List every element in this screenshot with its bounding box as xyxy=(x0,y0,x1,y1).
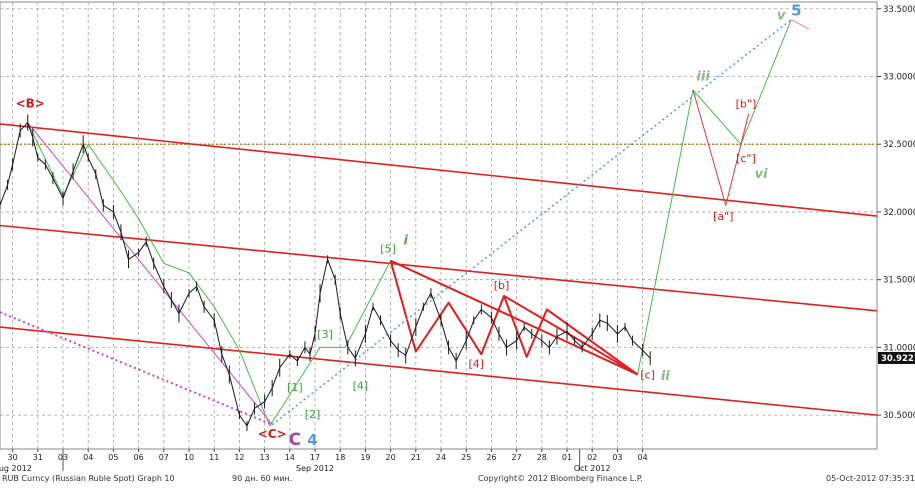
wave-path xyxy=(27,122,392,427)
x-tick-label: 07 xyxy=(159,453,169,462)
x-tick-label: 21 xyxy=(411,453,421,462)
x-tick-label: 19 xyxy=(360,453,370,462)
footer-security: RUB Curncy (Russian Ruble Spot) Graph 10 xyxy=(2,474,175,483)
last-price-box xyxy=(878,351,915,364)
wave-label: vi xyxy=(755,167,768,182)
month-label: Aug 2012 xyxy=(0,464,32,473)
wave-path xyxy=(637,19,792,375)
wave-label: i xyxy=(404,233,409,248)
channel-line xyxy=(0,224,878,312)
x-tick-label: 04 xyxy=(83,453,93,462)
x-tick-label: 24 xyxy=(436,453,446,462)
x-tick-label: 31 xyxy=(33,453,43,462)
month-label: Sep 2012 xyxy=(296,464,334,473)
wave-label: C xyxy=(289,430,301,450)
x-tick-label: 28 xyxy=(537,453,547,462)
price-layer xyxy=(0,114,651,431)
x-tick-label: 10 xyxy=(184,453,194,462)
x-tick-label: 14 xyxy=(285,453,295,462)
footer-copyright: Copyright© 2012 Bloomberg Finance L.P. xyxy=(478,474,643,483)
x-tick-label: 13 xyxy=(260,453,270,462)
wave-label: [c"] xyxy=(736,152,756,165)
x-tick-label: 25 xyxy=(461,453,471,462)
wave-label: [4] xyxy=(353,379,369,392)
y-tick-label: 30.5000 xyxy=(883,411,915,421)
wave-label: [a"] xyxy=(713,210,733,223)
month-label: Oct 2012 xyxy=(574,464,611,473)
wave-path xyxy=(390,259,639,376)
wave-label-layer: <B><C> C 4[1][2][3][4][5]i[4][b][c] iiiii[a… xyxy=(16,2,802,450)
x-tick-label: 02 xyxy=(587,453,597,462)
x-tick-label: 20 xyxy=(386,453,396,462)
wave-path xyxy=(692,89,749,206)
x-tick-label: 18 xyxy=(335,453,345,462)
wave-label: [3] xyxy=(317,328,333,341)
wave-label: [1] xyxy=(287,381,303,394)
wave-label: [b] xyxy=(494,279,510,292)
x-tick-label: 04 xyxy=(638,453,648,462)
x-tick-label: 17 xyxy=(310,453,320,462)
x-tick-label: 12 xyxy=(234,453,244,462)
x-tick-label: 27 xyxy=(512,453,522,462)
wave-label: [4] xyxy=(469,358,485,371)
y-tick-label: 32.0000 xyxy=(883,208,915,218)
wave-label: 4 xyxy=(307,431,317,449)
wave-label: iii xyxy=(696,70,710,85)
wave-label: [2] xyxy=(305,408,321,421)
x-tick-label: 03 xyxy=(612,453,622,462)
wave-path xyxy=(0,311,273,426)
y-tick-label: 31.0000 xyxy=(883,343,915,353)
wave-layer xyxy=(0,19,810,427)
x-tick-label: 01 xyxy=(562,453,572,462)
wave-path xyxy=(27,122,273,425)
x-tick-label: 26 xyxy=(486,453,496,462)
x-tick-label: 05 xyxy=(108,453,118,462)
wave-path xyxy=(389,260,639,376)
price-series-line xyxy=(0,121,651,428)
last-price-label: 30.9221 xyxy=(881,354,915,364)
wave-label: [b"] xyxy=(736,98,757,111)
wave-label: <C> xyxy=(258,427,287,441)
x-tick-label: 06 xyxy=(134,453,144,462)
footer-timeframe: 90 дн. 60 мин. xyxy=(232,474,293,483)
wave-label: <B> xyxy=(16,97,45,111)
wave-label: [5] xyxy=(380,243,396,256)
axis-layer: 30.5000 31.0000 31.5000 32.0000 32.5000 33.00… xyxy=(0,5,915,473)
channel-line xyxy=(0,326,878,416)
wave-label: [c] xyxy=(640,369,655,382)
channel-line xyxy=(0,123,878,217)
wave-path xyxy=(791,19,810,30)
wave-label: v xyxy=(777,9,786,24)
y-tick-label: 33.5000 xyxy=(883,5,915,15)
wave-label: 5 xyxy=(791,2,801,20)
footer-timestamp: 05-Oct-2012 07:35:31 xyxy=(826,474,915,483)
y-tick-label: 31.5000 xyxy=(883,276,915,286)
y-tick-label: 33.0000 xyxy=(883,73,915,83)
x-tick-label: 30 xyxy=(8,453,18,462)
grid-layer xyxy=(0,1,878,450)
wave-label: ii xyxy=(661,369,670,384)
y-tick-label: 32.5000 xyxy=(883,140,915,150)
plot-frame xyxy=(0,1,878,450)
x-tick-label: 11 xyxy=(209,453,219,462)
channel-layer xyxy=(0,123,878,416)
